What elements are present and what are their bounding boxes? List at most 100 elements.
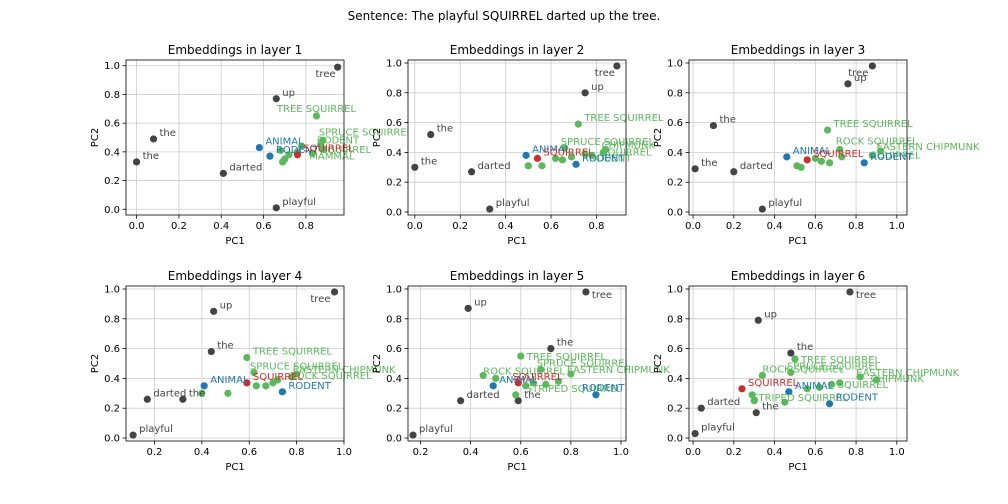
point-label: ANIMAL (795, 381, 834, 392)
point-grey (754, 316, 762, 324)
point-label: ROCK SQUIRREL (762, 364, 844, 375)
point-label: the (701, 158, 717, 169)
y-axis-label: PC2 (90, 354, 101, 373)
point-label: SQUIRREL (303, 144, 354, 155)
x-tick-label: 0.0 (129, 221, 145, 232)
y-tick-label: 0.4 (667, 148, 683, 159)
point-label: the (762, 402, 778, 413)
point-label: up (854, 73, 867, 84)
point-green (836, 145, 844, 154)
data-points (409, 288, 600, 439)
y-tick-label: 0.0 (386, 208, 402, 219)
point-label: playful (701, 423, 735, 434)
point-blue (255, 143, 263, 152)
point-label: RODENT (836, 393, 879, 404)
point-label: the (421, 156, 437, 167)
point-grey (210, 307, 218, 315)
point-label: TREE SQUIRREL (526, 352, 607, 363)
x-tick-label: 0.2 (452, 221, 468, 232)
point-grey (129, 431, 137, 439)
point-label: RODENT (276, 145, 319, 156)
point-label: TREE SQUIRREL (583, 113, 664, 124)
point-green (529, 379, 537, 387)
subplot-title: Embeddings in layer 3 (731, 43, 865, 57)
point-green (574, 120, 582, 128)
point-label: up (474, 297, 487, 308)
point-green (750, 397, 758, 405)
plot-area (408, 286, 626, 441)
y-tick-label: 0.6 (104, 344, 120, 355)
point-label: playful (139, 424, 173, 435)
point-label: ROCK SQUIRREL (483, 366, 565, 377)
point-green (552, 154, 560, 162)
figure-suptitle: Sentence: The playful SQUIRREL darted up… (347, 9, 661, 23)
x-tick-label: 0.4 (498, 221, 514, 232)
point-label: darted (229, 162, 262, 173)
data-labels: tree up the the darted playful TREE SQUIRREL SP… (143, 69, 413, 208)
point-label: RODENT (317, 136, 360, 147)
point-red (738, 385, 746, 393)
y-tick-label: 0.4 (104, 374, 120, 385)
point-label: RODENT (589, 153, 632, 164)
x-tick-label: 0.6 (807, 221, 823, 232)
point-blue (783, 153, 791, 161)
point-green (825, 159, 834, 167)
point-blue (278, 388, 286, 396)
y-tick-label: 0.4 (667, 374, 683, 385)
y-tick-label: 1.0 (104, 61, 120, 72)
point-label: SPRUCE SQUIRREL (250, 361, 344, 372)
point-label: EASTERN CHIPMUNK (856, 368, 959, 379)
point-green (758, 371, 766, 380)
y-tick-label: 0.6 (667, 344, 683, 355)
point-label: tree (848, 68, 868, 79)
point-green (823, 126, 832, 134)
x-axis-label: PC1 (225, 462, 244, 473)
point-green (797, 163, 805, 171)
y-axis-label: PC2 (90, 128, 101, 147)
point-blue (785, 388, 793, 396)
point-label: SPRUCE SQUIRREL (537, 358, 631, 369)
point-grey (691, 429, 699, 438)
point-label: the (524, 390, 540, 401)
point-grey (691, 165, 699, 173)
point-label: CHIPMUNK (602, 140, 656, 151)
y-tick-label: 0.0 (667, 434, 683, 445)
point-label: SPRUCE SQUIRREL (319, 127, 413, 138)
point-green (479, 371, 487, 380)
point-green (558, 156, 567, 164)
point-green (748, 391, 756, 399)
plot-area (408, 60, 626, 215)
point-green (250, 368, 258, 377)
x-tick-label: 0.2 (146, 447, 162, 458)
y-axis-label: PC2 (372, 128, 383, 147)
point-grey (697, 404, 705, 412)
point-grey (409, 431, 417, 439)
point-label: EASTERN CHIPMUNK (877, 142, 980, 153)
point-grey (486, 205, 494, 213)
point-label: tree (592, 290, 612, 301)
point-green (312, 112, 321, 120)
point-green (787, 368, 795, 377)
y-tick-label: 0.2 (386, 404, 402, 415)
point-green (522, 382, 530, 390)
point-label: ANIMAL (499, 375, 538, 386)
subplot-title: Embeddings in layer 1 (168, 43, 302, 57)
x-tick-label: 0.6 (543, 221, 559, 232)
point-grey (457, 397, 465, 405)
point-label: the (557, 338, 573, 349)
plot-frame (688, 59, 908, 216)
point-green (276, 146, 285, 155)
x-tick-label: 0.4 (767, 447, 783, 458)
point-blue (825, 400, 834, 408)
y-tick-label: 1.0 (667, 284, 683, 295)
point-red (533, 154, 542, 162)
subplot-4: 0.2 0.4 0.6 0.8 1.0 0.0 0.2 0.4 0.6 0.8 1.0 tree up t… (90, 269, 396, 473)
y-tick-label: 1.0 (386, 58, 402, 69)
x-axis-label: PC1 (788, 462, 807, 473)
x-tick-label: 0.8 (848, 221, 864, 232)
x-tick-label: 0.2 (726, 447, 742, 458)
point-label: darted (707, 397, 740, 408)
x-tick-label: 0.6 (513, 447, 529, 458)
